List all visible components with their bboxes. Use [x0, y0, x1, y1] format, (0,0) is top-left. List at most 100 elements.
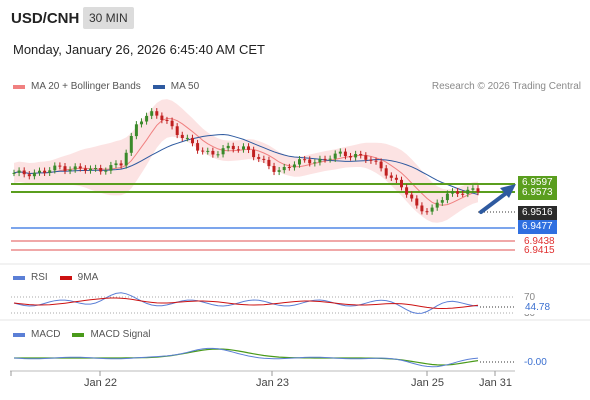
candle-body	[104, 170, 108, 172]
candle-body	[461, 193, 465, 195]
candle-body	[466, 189, 470, 194]
candle-body	[175, 126, 179, 135]
candle-body	[425, 211, 429, 213]
macd-last-value: -0.00	[524, 357, 547, 368]
candle-body	[456, 191, 460, 194]
main-legend: MA 20 + Bollinger Bands MA 50	[13, 81, 211, 92]
candle-body	[323, 158, 327, 160]
candle-body	[43, 170, 47, 173]
legend-swatch-ma50	[152, 84, 165, 89]
price-tag-support-1: 6.9477	[518, 220, 557, 234]
candle-body	[445, 193, 449, 201]
candle-body	[267, 159, 271, 167]
candle-body	[374, 160, 378, 162]
candle-body	[191, 137, 194, 144]
candle-body	[145, 115, 149, 122]
candle-body	[89, 168, 92, 171]
candle-body	[359, 154, 363, 156]
candle-body	[287, 167, 291, 168]
candle-body	[384, 168, 388, 176]
candle-body	[369, 159, 373, 161]
candle-body	[68, 169, 72, 171]
candle-body	[165, 120, 169, 121]
legend-item-ma20: MA 20 + Bollinger Bands	[13, 81, 141, 92]
legend-swatch-macd-signal	[72, 332, 85, 337]
candle-body	[308, 159, 312, 164]
candle-body	[27, 174, 31, 177]
x-tick-jan31: Jan 31	[479, 377, 513, 389]
candle-body	[185, 137, 189, 139]
candle-body	[206, 150, 210, 152]
candle-body	[216, 154, 220, 156]
candle-body	[328, 158, 332, 160]
price-tag-support-2: 6.9438	[524, 236, 555, 247]
candle-body	[124, 152, 128, 166]
research-credit: Research © 2026 Trading Central	[431, 81, 581, 92]
candle-body	[292, 164, 296, 168]
legend-label-macd: MACD	[31, 329, 61, 340]
legend-swatch-ma20	[13, 84, 25, 89]
candle-body	[379, 161, 383, 169]
legend-label-9ma: 9MA	[77, 272, 99, 283]
rsi-level-70: 70	[524, 292, 536, 303]
macd-legend: MACD MACD Signal	[13, 329, 162, 340]
candle-body	[252, 149, 256, 158]
symbol-title: USD/CNH	[11, 10, 80, 27]
candle-body	[313, 162, 317, 164]
legend-item-macd-signal: MACD Signal	[72, 329, 150, 340]
macd-line	[13, 347, 479, 368]
legend-swatch-rsi	[13, 275, 25, 280]
forecast-arrow-shaft	[479, 189, 511, 214]
candle-body	[343, 151, 347, 157]
candle-body	[150, 111, 154, 116]
candle-body	[471, 188, 475, 190]
candle-body	[236, 149, 240, 151]
candle-body	[364, 155, 368, 160]
candle-body	[196, 143, 200, 151]
candle-body	[114, 163, 118, 166]
legend-label-rsi: RSI	[31, 272, 48, 283]
candle-body	[109, 165, 113, 171]
candle-body	[73, 166, 77, 170]
price-tag-resistance-2: 6.9573	[518, 186, 557, 200]
candle-body	[17, 170, 21, 173]
legend-item-rsi: RSI	[13, 272, 48, 283]
candle-body	[282, 167, 286, 171]
candle-body	[242, 146, 245, 150]
candle-body	[389, 175, 393, 178]
price-tag-support-3: 6.9415	[524, 245, 555, 256]
candle-body	[160, 115, 164, 120]
candle-body	[129, 136, 133, 153]
candle-body	[405, 187, 409, 195]
forecast-arrow-head	[500, 184, 516, 198]
candle-body	[440, 200, 444, 203]
candle-body	[277, 170, 281, 172]
candle-body	[12, 172, 16, 174]
interval-badge[interactable]: 30 MIN	[83, 7, 134, 29]
rsi-last-value: 44.78	[524, 302, 552, 314]
rsi-9ma-line	[13, 297, 479, 310]
legend-item-9ma: 9MA	[59, 272, 99, 283]
candle-body	[83, 168, 87, 171]
candle-body	[221, 148, 225, 155]
candle-body	[134, 124, 138, 137]
candle-body	[451, 191, 454, 194]
candle-body	[63, 166, 67, 171]
candle-body	[170, 120, 174, 127]
candle-body	[303, 159, 307, 161]
candle-body	[226, 145, 230, 149]
candle-body	[476, 188, 480, 193]
candle-body	[318, 158, 322, 163]
candle-body	[94, 168, 98, 169]
candle-body	[333, 153, 337, 159]
candle-body	[155, 111, 159, 116]
legend-item-ma50: MA 50	[152, 81, 199, 92]
candle-body	[78, 166, 82, 169]
candle-body	[415, 198, 419, 206]
candle-body	[349, 156, 352, 158]
candle-body	[298, 159, 301, 165]
price-tag-last: 6.9516	[518, 206, 557, 220]
candle-body	[430, 207, 434, 212]
candle-body	[22, 170, 26, 175]
